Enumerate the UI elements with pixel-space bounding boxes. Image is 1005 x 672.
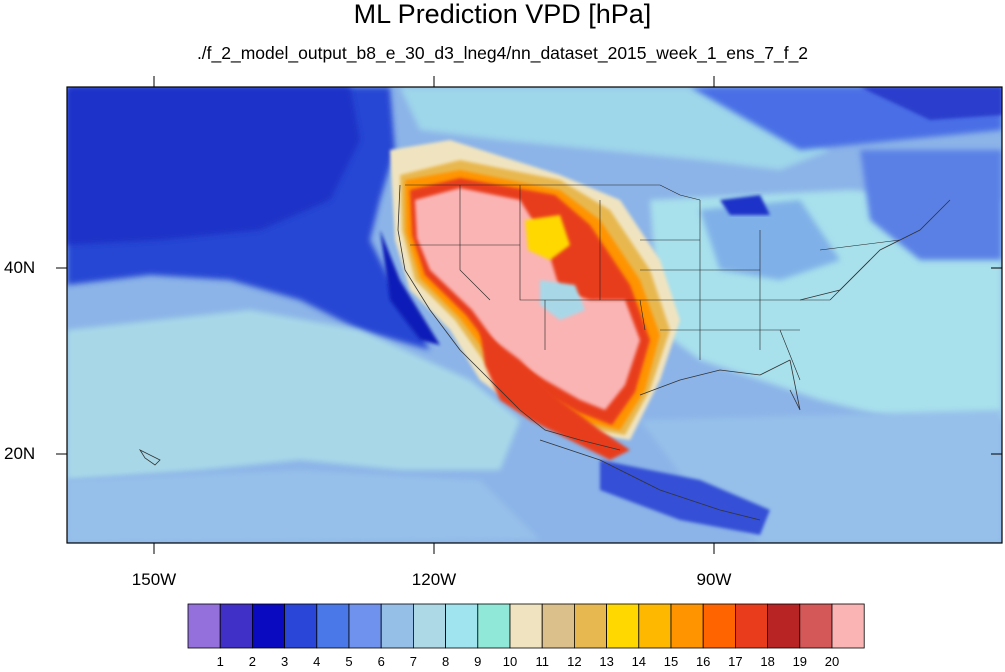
vpd-contour-20 xyxy=(415,188,640,410)
map-subtitle: ./f_2_model_output_b8_e_30_d3_lneg4/nn_d… xyxy=(196,43,809,63)
colorbar-swatch xyxy=(606,603,640,649)
colorbar-swatch xyxy=(735,603,769,649)
colorbar-label: 17 xyxy=(728,654,743,669)
colorbar-label: 8 xyxy=(441,654,450,669)
colorbar-swatch xyxy=(284,603,318,649)
colorbar-label: 1 xyxy=(216,654,224,669)
tropical-pacific xyxy=(67,470,540,543)
colorbar-label: 13 xyxy=(599,654,614,669)
colorbar-swatch xyxy=(219,603,253,649)
colorbar-label: 20 xyxy=(824,654,840,669)
great-lakes-field xyxy=(700,200,840,280)
colorbar-label: 9 xyxy=(474,654,482,669)
colorbar-label: 6 xyxy=(377,654,385,669)
california-offshore xyxy=(380,230,440,345)
colorbar-label: 10 xyxy=(502,654,518,669)
colorbar-swatch xyxy=(574,603,608,649)
north-pacific-core xyxy=(67,87,360,245)
axis-ticks xyxy=(56,76,1002,554)
colorbar-swatch xyxy=(412,603,446,649)
lon-label-90w: 90W xyxy=(696,570,732,589)
colorbar-label: 12 xyxy=(567,654,582,669)
lat-label-20n: 20N xyxy=(4,444,36,463)
colorbar-label: 16 xyxy=(695,654,711,669)
central-america-field xyxy=(600,460,770,535)
map-frame xyxy=(66,86,1003,544)
colorbar-swatch xyxy=(799,603,833,649)
state-boundaries xyxy=(405,184,901,381)
colorbar-swatch xyxy=(380,603,414,649)
subtropical-pacific xyxy=(67,310,520,480)
lon-label-120w: 120W xyxy=(411,570,457,589)
colorbar-label: 3 xyxy=(280,654,289,669)
colorbar-swatch xyxy=(670,603,704,649)
northeast-field xyxy=(860,150,1002,260)
colorbar-label: 7 xyxy=(409,654,417,669)
colorbar-swatch xyxy=(348,603,382,649)
lat-label-40n: 40N xyxy=(4,258,36,277)
colorbar-label: 11 xyxy=(535,654,549,669)
colorbar-swatch xyxy=(831,603,865,649)
colorbar-swatch xyxy=(316,603,350,649)
mexico-vpd-band xyxy=(480,330,630,460)
wyoming-pocket xyxy=(525,215,570,260)
colorbar-label: 19 xyxy=(792,654,808,669)
lon-label-150w: 150W xyxy=(131,570,177,589)
colorbar-label: 4 xyxy=(313,654,321,669)
coastlines xyxy=(138,184,951,521)
colorbar-swatch xyxy=(541,603,575,649)
colorbar-swatch xyxy=(702,603,736,649)
colorbar-swatch xyxy=(509,603,543,649)
lake-superior-field xyxy=(720,195,770,215)
colorbar-swatch xyxy=(187,603,221,649)
map-title: ML Prediction VPD [hPa] xyxy=(353,0,652,29)
colorbar-label: 14 xyxy=(631,654,647,669)
colorbar-swatch xyxy=(251,603,285,649)
colorbar-label: 2 xyxy=(248,654,256,669)
north-atlantic-low xyxy=(860,87,1002,120)
colorbar-swatch xyxy=(767,603,801,649)
colorbar-swatch xyxy=(477,603,511,649)
colorbar-label: 5 xyxy=(345,654,353,669)
colorbar-swatch xyxy=(445,603,479,649)
colorbar-label: 18 xyxy=(760,654,775,669)
canada-field xyxy=(400,87,830,170)
colorbar-swatch xyxy=(638,603,672,649)
colorbar-label: 15 xyxy=(663,654,679,669)
